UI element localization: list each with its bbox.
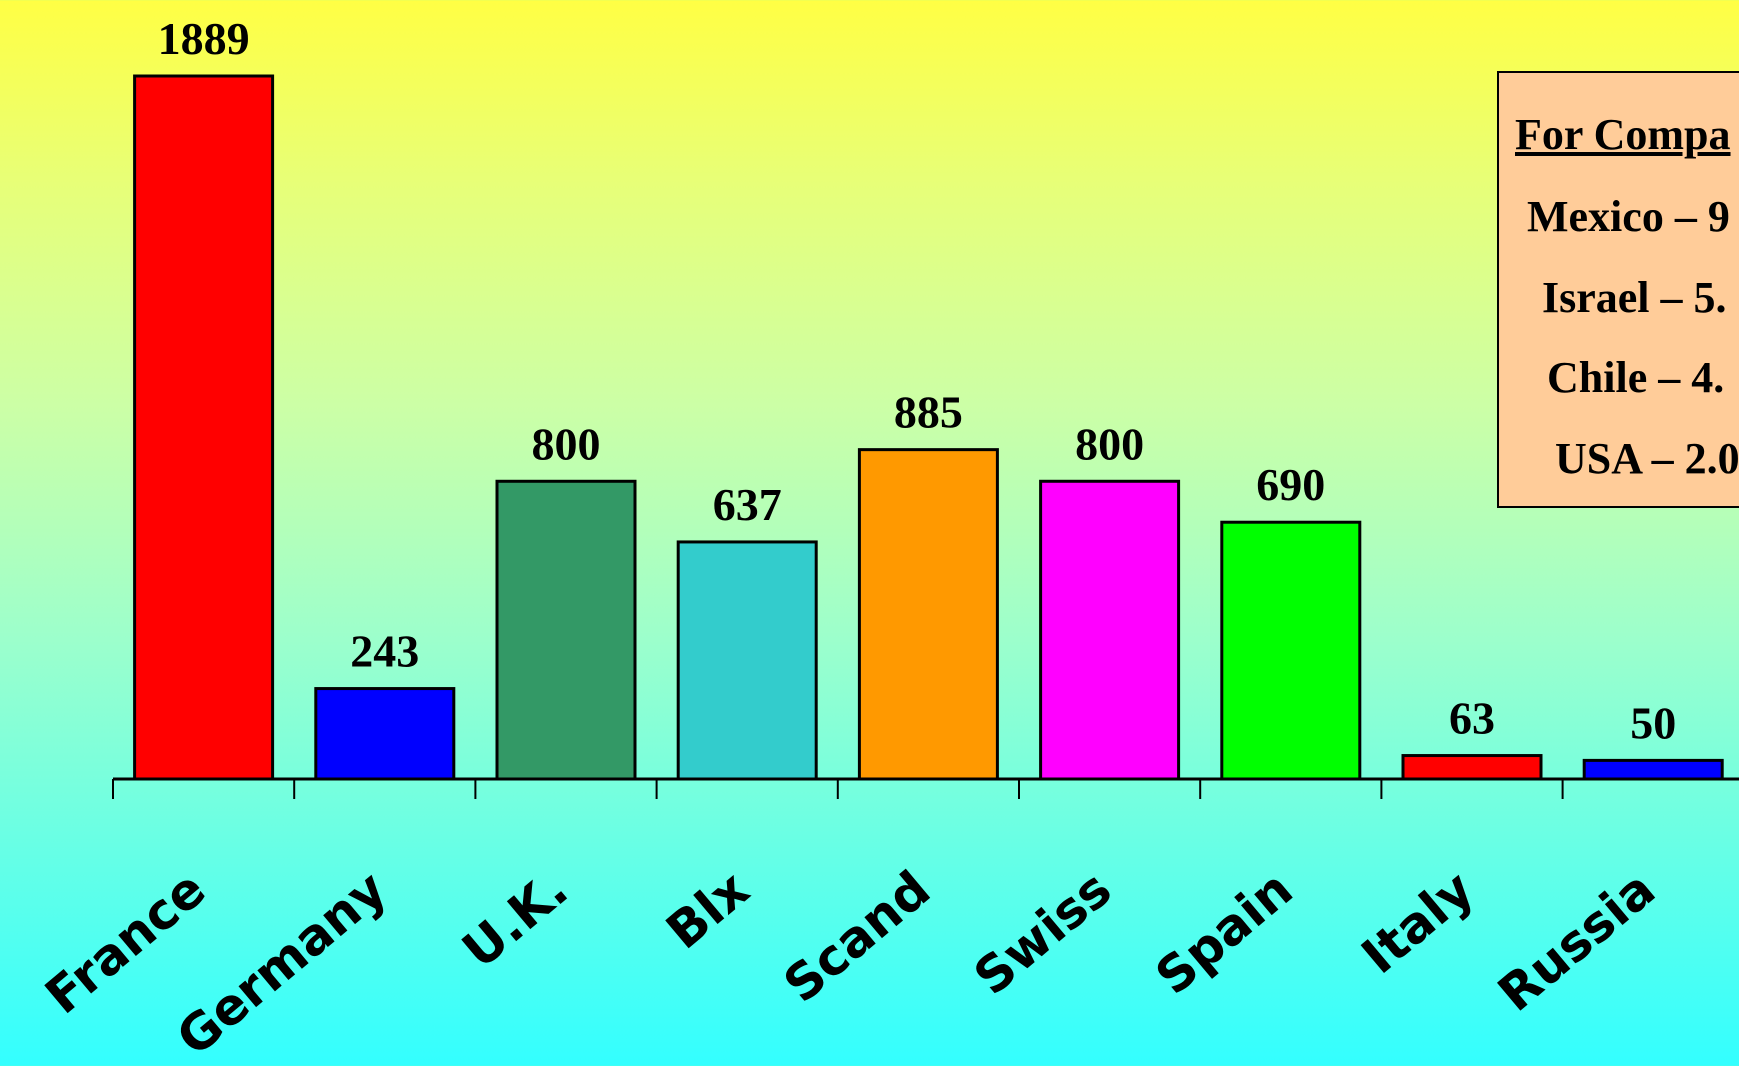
value-labels: 1889 243 800 637 885 800 690 63 50 bbox=[158, 13, 1677, 748]
bar-swiss bbox=[1039, 479, 1181, 781]
bars-group bbox=[133, 74, 1724, 781]
category-label-france: France bbox=[35, 860, 217, 1026]
category-label-u-k: U.K. bbox=[452, 860, 579, 980]
comparison-item-chile: Chile – 4. bbox=[1547, 353, 1725, 402]
bar-russia bbox=[1582, 758, 1724, 781]
value-label-russia: 50 bbox=[1630, 697, 1676, 748]
comparison-title: For Compa bbox=[1515, 110, 1731, 159]
comparison-box: For Compa Mexico – 9 Israel – 5. Chile –… bbox=[1497, 71, 1739, 508]
value-label-germany: 243 bbox=[350, 626, 419, 677]
value-label-blx: 637 bbox=[713, 479, 782, 530]
bar-scand bbox=[857, 448, 999, 781]
bar-spain bbox=[1220, 520, 1362, 781]
value-label-swiss: 800 bbox=[1075, 418, 1144, 469]
comparison-item-usa: USA – 2.0 bbox=[1555, 434, 1739, 483]
comparison-item-israel: Israel – 5. bbox=[1542, 273, 1727, 322]
category-label-spain: Spain bbox=[1145, 860, 1304, 1006]
bar-u-k bbox=[495, 479, 637, 781]
category-label-russia: Russia bbox=[1487, 860, 1666, 1023]
bar-germany bbox=[314, 687, 456, 781]
category-label-swiss: Swiss bbox=[963, 860, 1122, 1007]
value-label-scand: 885 bbox=[894, 387, 963, 438]
value-label-italy: 63 bbox=[1449, 693, 1495, 744]
category-label-italy: Italy bbox=[1351, 860, 1485, 985]
x-axis-ticks bbox=[112, 779, 1564, 799]
value-label-france: 1889 bbox=[158, 13, 250, 64]
bar-italy bbox=[1401, 754, 1543, 781]
category-label-blx: Blx bbox=[656, 860, 760, 961]
value-label-u-k: 800 bbox=[532, 418, 601, 469]
value-label-spain: 690 bbox=[1256, 459, 1325, 510]
category-label-scand: Scand bbox=[773, 860, 941, 1014]
bar-france bbox=[133, 74, 275, 781]
comparison-item-mexico: Mexico – 9 bbox=[1527, 192, 1730, 241]
bar-blx bbox=[676, 540, 818, 781]
